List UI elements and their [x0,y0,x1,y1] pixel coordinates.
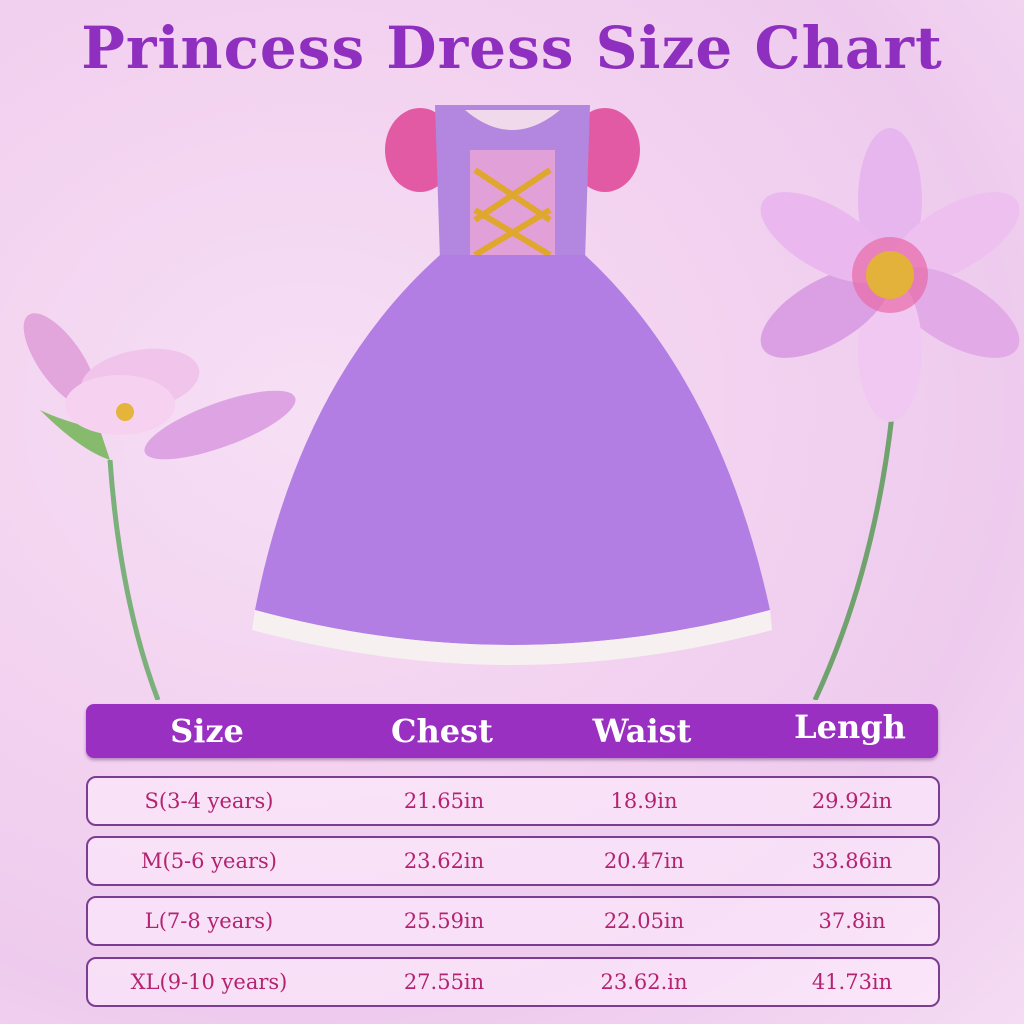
waist-cell: 20.47in [603,849,685,873]
product-illustration [23,105,1020,700]
waist-cell: 22.05in [603,909,685,933]
header-waist: Waist [592,712,692,750]
chest-cell: 21.65in [403,789,485,813]
length-cell: 37.8in [818,909,886,933]
length-cell: 33.86in [811,849,893,873]
header-length: Lengh [794,708,906,746]
header-size: Size [170,712,244,750]
size-cell: XL(9-10 years) [130,970,288,994]
size-cell: S(3-4 years) [144,789,274,813]
table-row: M(5-6 years) 23.62in 20.47in 33.86in [86,836,940,886]
length-cell: 41.73in [811,970,893,994]
length-cell: 29.92in [811,789,893,813]
size-table-header: Size Chest Waist Lengh [86,704,938,758]
chest-cell: 27.55in [403,970,485,994]
dress-image [252,105,772,665]
size-cell: M(5-6 years) [140,849,278,873]
left-flower-image [23,313,296,700]
table-row: L(7-8 years) 25.59in 22.05in 37.8in [86,896,940,946]
waist-cell: 23.62.in [600,970,688,994]
chest-cell: 23.62in [403,849,485,873]
table-row: S(3-4 years) 21.65in 18.9in 29.92in [86,776,940,826]
right-flower-image [760,128,1020,700]
header-chest: Chest [391,712,493,750]
table-row: XL(9-10 years) 27.55in 23.62.in 41.73in [86,957,940,1007]
size-cell: L(7-8 years) [144,909,274,933]
waist-cell: 18.9in [610,789,678,813]
chest-cell: 25.59in [403,909,485,933]
page-title: Princess Dress Size Chart [81,14,943,82]
